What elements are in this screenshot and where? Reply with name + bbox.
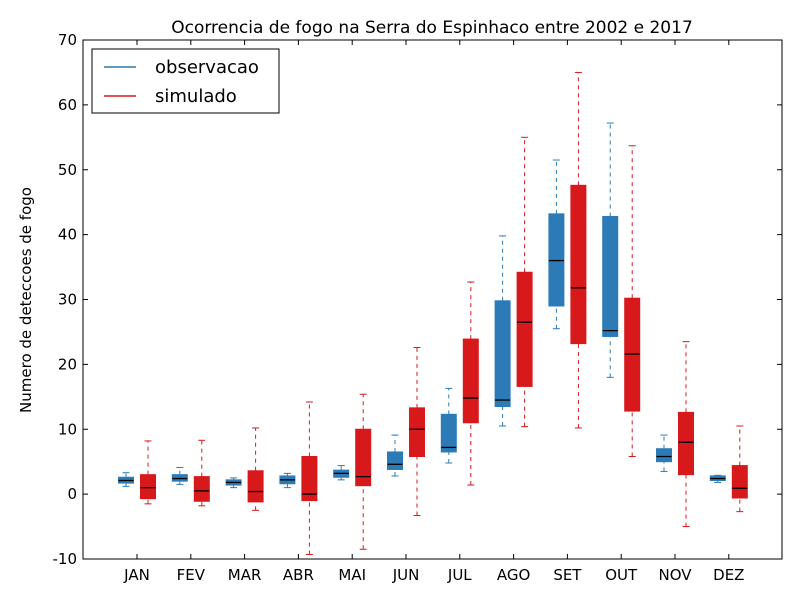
x-axis: JAN FEV MAR ABR MAI JUN JUL AGO SET OUT NOV DEZ	[123, 40, 744, 584]
x-tick-label-dez: DEZ	[713, 566, 744, 584]
y-tick-label--10: -10	[53, 550, 78, 568]
y-tick-label-60: 60	[58, 96, 77, 114]
y-axis: -10 0 10 20 30 40 50 60 70	[53, 31, 782, 568]
chart-title: Ocorrencia de fogo na Serra do Espinhaco…	[171, 18, 693, 38]
y-tick-label-50: 50	[58, 161, 77, 179]
box-observacao-out	[602, 215, 619, 337]
box-observacao-nov	[656, 448, 672, 463]
y-tick-label-70: 70	[58, 31, 77, 49]
x-tick-label-fev: FEV	[177, 566, 206, 584]
box-simulado-mai	[355, 428, 372, 487]
y-tick-label-10: 10	[58, 420, 77, 438]
legend: observacao simulado	[91, 48, 280, 114]
box-simulado-set	[570, 184, 587, 345]
x-tick-label-jun: JUN	[392, 566, 420, 584]
x-tick-label-nov: NOV	[658, 566, 692, 584]
x-tick-label-abr: ABR	[283, 566, 314, 584]
box-simulado-fev	[193, 476, 210, 502]
y-tick-label-30: 30	[58, 291, 77, 309]
box-observacao-jul	[440, 413, 457, 453]
box-simulado-ago	[516, 271, 533, 387]
box-simulado-nov	[678, 411, 694, 476]
box-simulado-jul	[462, 338, 479, 424]
y-axis-label: Numero de deteccoes de fogo	[17, 187, 35, 413]
x-tick-label-set: SET	[553, 566, 582, 584]
box-observacao-ago	[494, 300, 511, 408]
legend-frame	[91, 48, 280, 114]
x-tick-label-out: OUT	[605, 566, 638, 584]
box-simulado-abr	[301, 455, 318, 502]
x-tick-label-mai: MAI	[338, 566, 366, 584]
y-tick-label-40: 40	[58, 226, 77, 244]
box-simulado-dez	[731, 465, 748, 499]
legend-label-observacao: observacao	[155, 57, 259, 78]
legend-label-simulado: simulado	[155, 86, 237, 107]
y-tick-label-0: 0	[67, 485, 77, 503]
y-tick-label-20: 20	[58, 355, 77, 373]
box-simulado-jun	[409, 407, 425, 457]
x-tick-label-jul: JUL	[447, 566, 472, 584]
box-observacao-jun	[387, 451, 403, 470]
box-simulado-jan	[140, 474, 156, 500]
x-tick-label-ago: AGO	[497, 566, 530, 584]
x-tick-label-mar: MAR	[228, 566, 262, 584]
x-tick-label-jan: JAN	[123, 566, 150, 584]
plot-area	[118, 71, 748, 555]
box-simulado-mar	[247, 470, 264, 503]
